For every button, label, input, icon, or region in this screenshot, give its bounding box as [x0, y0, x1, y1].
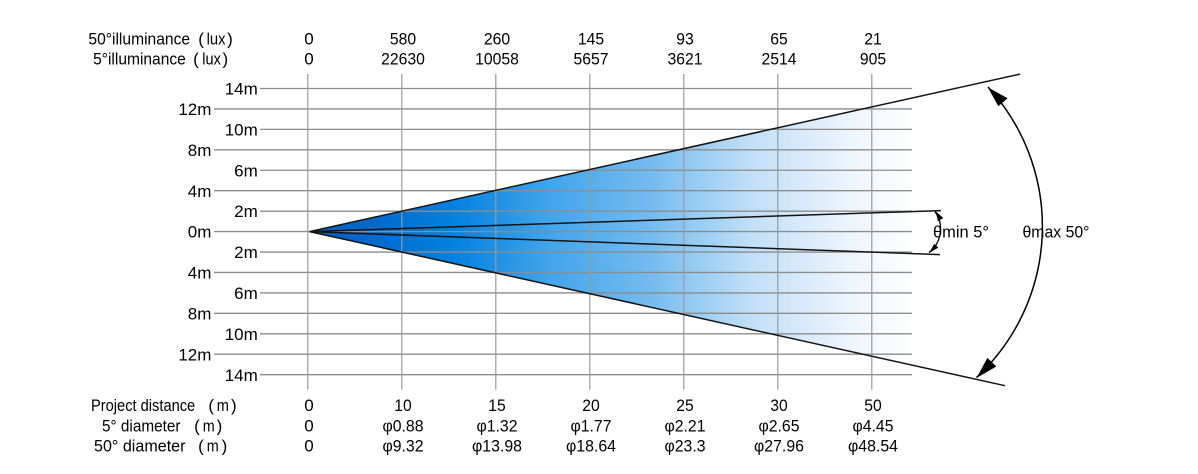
svg-text:0: 0: [304, 29, 313, 48]
svg-text:5°illuminance: 5°illuminance: [93, 49, 186, 68]
svg-text:5657: 5657: [574, 49, 609, 68]
svg-text:(: (: [193, 49, 199, 68]
svg-text:6m: 6m: [234, 284, 258, 303]
svg-text:50°illuminance: 50°illuminance: [88, 29, 190, 48]
svg-text:φ9.32: φ9.32: [383, 436, 424, 455]
svg-text:φ0.88: φ0.88: [383, 416, 424, 435]
svg-text:lux: lux: [202, 49, 221, 68]
svg-text:3621: 3621: [668, 49, 703, 68]
svg-text:Project distance: Project distance: [91, 396, 195, 415]
svg-text:φ23.3: φ23.3: [665, 436, 706, 455]
svg-text:15: 15: [488, 396, 506, 415]
svg-text:10058: 10058: [475, 49, 519, 68]
svg-text:φ18.64: φ18.64: [566, 436, 616, 455]
svg-text:φ48.54: φ48.54: [848, 436, 898, 455]
svg-text:5° diameter: 5° diameter: [102, 416, 181, 435]
svg-text:): ): [217, 416, 223, 435]
svg-text:10: 10: [394, 396, 412, 415]
svg-text:21: 21: [864, 29, 882, 48]
svg-text:20: 20: [582, 396, 600, 415]
svg-text:905: 905: [860, 49, 886, 68]
svg-text:φ1.32: φ1.32: [477, 416, 518, 435]
svg-text:m: m: [217, 396, 229, 415]
svg-text:65: 65: [770, 29, 788, 48]
svg-text:φ4.45: φ4.45: [853, 416, 894, 435]
svg-text:(: (: [198, 436, 204, 455]
svg-text:): ): [222, 436, 228, 455]
svg-text:0: 0: [304, 416, 313, 435]
svg-text:φ2.21: φ2.21: [665, 416, 706, 435]
svg-text:φ27.96: φ27.96: [754, 436, 804, 455]
svg-text:580: 580: [390, 29, 416, 48]
svg-text:m: m: [207, 436, 219, 455]
svg-text:θmin 5°: θmin 5°: [933, 223, 989, 242]
svg-text:φ1.77: φ1.77: [571, 416, 612, 435]
svg-text:(: (: [194, 416, 200, 435]
svg-text:8m: 8m: [188, 304, 212, 323]
svg-text:lux: lux: [207, 29, 226, 48]
svg-text:θmax 50°: θmax 50°: [1023, 222, 1090, 241]
svg-text:): ): [222, 49, 228, 68]
svg-text:): ): [231, 396, 237, 415]
svg-text:12m: 12m: [178, 100, 211, 119]
svg-text:(: (: [198, 29, 204, 48]
svg-text:14m: 14m: [225, 80, 258, 99]
svg-text:0: 0: [304, 436, 313, 455]
svg-text:22630: 22630: [381, 49, 425, 68]
svg-text:2m: 2m: [234, 243, 258, 262]
svg-text:φ13.98: φ13.98: [472, 436, 522, 455]
svg-text:6m: 6m: [234, 161, 258, 180]
svg-text:2514: 2514: [762, 49, 797, 68]
svg-text:4m: 4m: [188, 182, 212, 201]
svg-text:50: 50: [864, 396, 882, 415]
svg-text:4m: 4m: [188, 264, 212, 283]
svg-text:m: m: [203, 416, 215, 435]
svg-text:93: 93: [676, 29, 694, 48]
svg-text:10m: 10m: [225, 325, 258, 344]
svg-text:8m: 8m: [188, 141, 212, 160]
svg-text:12m: 12m: [178, 345, 211, 364]
svg-text:50° diameter: 50° diameter: [94, 436, 186, 455]
svg-text:25: 25: [676, 396, 694, 415]
svg-text:0m: 0m: [188, 223, 212, 242]
svg-text:260: 260: [484, 29, 510, 48]
svg-text:2m: 2m: [234, 202, 258, 221]
svg-text:10m: 10m: [225, 120, 258, 139]
svg-text:0: 0: [304, 396, 313, 415]
svg-text:): ): [227, 29, 233, 48]
svg-text:0: 0: [304, 49, 313, 68]
svg-text:14m: 14m: [225, 366, 258, 385]
svg-text:30: 30: [770, 396, 788, 415]
svg-text:φ2.65: φ2.65: [759, 416, 800, 435]
svg-text:145: 145: [578, 29, 604, 48]
svg-text:(: (: [208, 396, 214, 415]
